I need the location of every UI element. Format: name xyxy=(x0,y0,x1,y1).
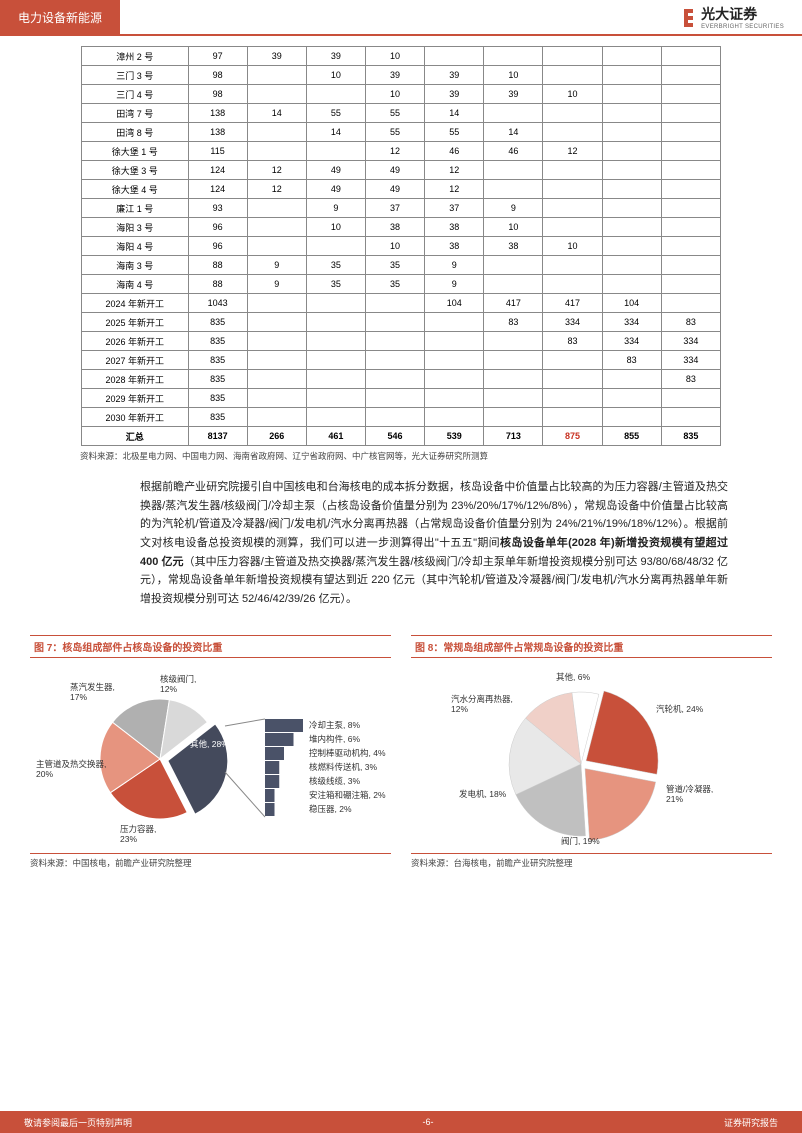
table-row: 田湾 7 号13814555514 xyxy=(82,104,721,123)
charts-row: 图 7：核岛组成部件占核岛设备的投资比重 其他, 28%冷却主泵, 8%堆内构件… xyxy=(0,635,802,869)
chart7-source: 资料来源：中国核电，前瞻产业研究院整理 xyxy=(30,853,391,869)
table-row: 海阳 4 号9610383810 xyxy=(82,237,721,256)
table-row: 徐大堡 4 号12412494912 xyxy=(82,180,721,199)
table-sum-row: 汇总8137266461546539713875855835 xyxy=(82,427,721,446)
logo-icon xyxy=(681,7,697,27)
table-row: 2025 年新开工8358333433483 xyxy=(82,313,721,332)
footer-center: -6- xyxy=(132,1117,724,1127)
chart7-title: 图 7：核岛组成部件占核岛设备的投资比重 xyxy=(30,635,391,658)
footer-left: 敬请参阅最后一页特别声明 xyxy=(24,1116,132,1129)
brand-logo: 光大证券 EVERBRIGHT SECURITIES xyxy=(681,4,802,30)
brand-en: EVERBRIGHT SECURITIES xyxy=(701,24,784,30)
chart8-source: 资料来源：台海核电，前瞻产业研究院整理 xyxy=(411,853,772,869)
table-row: 漳州 2 号97393910 xyxy=(82,47,721,66)
chart8-pie: 汽轮机, 24%管道/冷凝器,21%阀门, 19%发电机, 18%汽水分离再热器… xyxy=(411,664,772,849)
table-row: 2027 年新开工83583334 xyxy=(82,351,721,370)
table-row: 海南 4 号88935359 xyxy=(82,275,721,294)
brand-cn: 光大证券 xyxy=(701,4,784,24)
investment-table: 漳州 2 号97393910三门 3 号9810393910三门 4 号9810… xyxy=(81,46,721,446)
table-row: 2026 年新开工83583334334 xyxy=(82,332,721,351)
doc-category: 电力设备新能源 xyxy=(0,0,120,35)
table-row: 2030 年新开工835 xyxy=(82,408,721,427)
table-row: 2028 年新开工83583 xyxy=(82,370,721,389)
para-2: （其中压力容器/主管道及热交换器/蒸汽发生器/核级阀门/冷却主泵单年新增投资规模… xyxy=(140,556,728,605)
footer-bar: 敬请参阅最后一页特别声明 -6- 证券研究报告 xyxy=(0,1111,802,1133)
chart7-block: 图 7：核岛组成部件占核岛设备的投资比重 其他, 28%冷却主泵, 8%堆内构件… xyxy=(30,635,391,869)
table-source: 资料来源：北极星电力网、中国电力网、海南省政府网、辽宁省政府网、中广核官网等，光… xyxy=(80,450,752,462)
table-row: 三门 3 号9810393910 xyxy=(82,66,721,85)
footer-right: 证券研究报告 xyxy=(724,1116,778,1129)
chart8-title: 图 8：常规岛组成部件占常规岛设备的投资比重 xyxy=(411,635,772,658)
chart7-pie: 其他, 28%冷却主泵, 8%堆内构件, 6%控制棒驱动机构, 4%核燃料传送机… xyxy=(30,664,391,849)
table-row: 海南 3 号88935359 xyxy=(82,256,721,275)
table-row: 廉江 1 号93937379 xyxy=(82,199,721,218)
table-row: 2024 年新开工1043104417417104 xyxy=(82,294,721,313)
page-content: 漳州 2 号97393910三门 3 号9810393910三门 4 号9810… xyxy=(0,36,802,609)
chart8-block: 图 8：常规岛组成部件占常规岛设备的投资比重 汽轮机, 24%管道/冷凝器,21… xyxy=(411,635,772,869)
table-row: 田湾 8 号13814555514 xyxy=(82,123,721,142)
table-row: 2029 年新开工835 xyxy=(82,389,721,408)
table-row: 徐大堡 3 号12412494912 xyxy=(82,161,721,180)
table-row: 海阳 3 号9610383810 xyxy=(82,218,721,237)
table-row: 徐大堡 1 号11512464612 xyxy=(82,142,721,161)
body-paragraph: 根据前瞻产业研究院援引自中国核电和台海核电的成本拆分数据，核岛设备中价值量占比较… xyxy=(140,478,728,609)
header-bar: 电力设备新能源 光大证券 EVERBRIGHT SECURITIES xyxy=(0,0,802,36)
table-row: 三门 4 号9810393910 xyxy=(82,85,721,104)
